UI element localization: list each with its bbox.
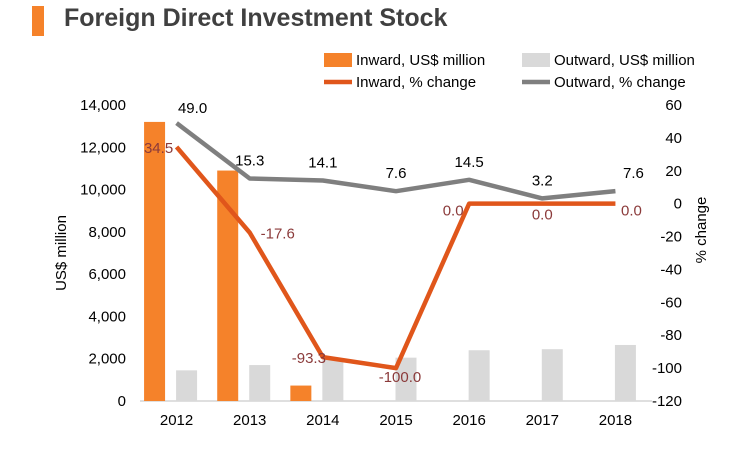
inward-change-line <box>174 145 616 371</box>
y2-tick-label: -20 <box>660 229 682 246</box>
outward-bar <box>322 359 344 401</box>
legend-label: Outward, % change <box>554 74 686 91</box>
y2-tick-label: -100 <box>652 360 682 377</box>
inward-bar <box>217 170 239 401</box>
y2-tick-label: 0 <box>674 196 682 213</box>
x-tick-label: 2016 <box>452 412 485 429</box>
x-tick-label: 2013 <box>233 412 266 429</box>
inward-bar <box>290 385 312 401</box>
y2-tick-label: 20 <box>665 163 682 180</box>
y-tick-label: 10,000 <box>80 182 126 199</box>
inward-change-label: 0.0 <box>621 203 642 220</box>
y2-tick-label: 40 <box>665 130 682 147</box>
x-tick-label: 2018 <box>599 412 632 429</box>
chart-title: Foreign Direct Investment Stock <box>64 4 448 32</box>
y2-axis-title: % change <box>693 197 710 264</box>
y-tick-label: 4,000 <box>88 308 126 325</box>
legend-swatch <box>522 53 550 67</box>
outward-bar <box>395 357 417 401</box>
outward-bar <box>468 350 490 401</box>
x-tick-label: 2017 <box>526 412 559 429</box>
outward-bar <box>249 365 271 401</box>
x-tick-label: 2012 <box>160 412 193 429</box>
title-accent-bar <box>32 6 44 36</box>
y-tick-label: 12,000 <box>80 139 126 156</box>
y2-tick-label: -120 <box>652 393 682 410</box>
outward-change-label: 14.5 <box>455 154 484 171</box>
outward-bar <box>541 349 563 401</box>
y2-tick-label: -40 <box>660 261 682 278</box>
legend-label: Inward, % change <box>356 74 476 91</box>
legend-swatch <box>324 53 352 67</box>
inward-change-label: -93.3 <box>292 350 326 367</box>
x-tick-label: 2015 <box>379 412 412 429</box>
y-tick-label: 14,000 <box>80 97 126 114</box>
y-tick-label: 2,000 <box>88 351 126 368</box>
y-axis-title: US$ million <box>53 215 70 291</box>
y2-tick-label: 60 <box>665 97 682 114</box>
x-tick-label: 2014 <box>306 412 339 429</box>
y2-tick-label: -60 <box>660 294 682 311</box>
y-tick-label: 8,000 <box>88 224 126 241</box>
legend-label: Inward, US$ million <box>356 52 485 69</box>
inward-change-label: 34.5 <box>144 140 173 157</box>
outward-change-label: 15.3 <box>235 153 264 170</box>
outward-change-label: 49.0 <box>178 100 207 117</box>
inward-change-label: 0.0 <box>443 203 464 220</box>
y-tick-label: 0 <box>118 393 126 410</box>
inward-change-label: -17.6 <box>261 226 295 243</box>
outward-bar <box>614 344 636 401</box>
outward-change-label: 14.1 <box>308 154 337 171</box>
legend-label: Outward, US$ million <box>554 52 695 69</box>
outward-change-label: 3.2 <box>532 172 553 189</box>
outward-change-label: 7.6 <box>386 165 407 182</box>
outward-change-label: 7.6 <box>623 165 644 182</box>
inward-change-label: -100.0 <box>379 369 422 386</box>
y2-tick-label: -80 <box>660 327 682 344</box>
y-tick-label: 6,000 <box>88 266 126 283</box>
outward-change-line <box>175 121 616 201</box>
inward-change-label: 0.0 <box>532 207 553 224</box>
inward-bar <box>144 121 166 402</box>
outward-bar <box>176 370 198 401</box>
